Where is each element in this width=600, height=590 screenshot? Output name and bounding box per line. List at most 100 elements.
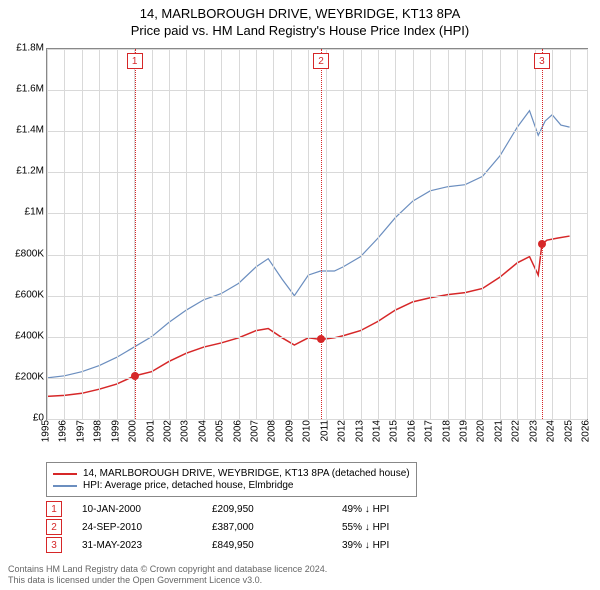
x-tick-label: 2010 <box>302 420 313 442</box>
grid-vertical <box>343 49 344 419</box>
sale-point <box>538 240 546 248</box>
sale-date: 31-MAY-2023 <box>82 540 212 551</box>
grid-horizontal <box>47 378 587 379</box>
legend-item: 14, MARLBOROUGH DRIVE, WEYBRIDGE, KT13 8… <box>53 468 410 479</box>
x-tick-label: 2022 <box>511 420 522 442</box>
sales-table: 1 10-JAN-2000£209,95049% ↓ HPI 2 24-SEP-201… <box>46 500 442 554</box>
grid-vertical <box>552 49 553 419</box>
sale-point <box>131 372 139 380</box>
grid-horizontal <box>47 296 587 297</box>
sale-row: 1 10-JAN-2000£209,95049% ↓ HPI <box>46 500 442 518</box>
grid-vertical <box>308 49 309 419</box>
grid-vertical <box>378 49 379 419</box>
grid-horizontal <box>47 90 587 91</box>
grid-vertical <box>221 49 222 419</box>
x-tick-label: 2015 <box>389 420 400 442</box>
sale-point <box>317 335 325 343</box>
legend-label: 14, MARLBOROUGH DRIVE, WEYBRIDGE, KT13 8… <box>83 468 410 479</box>
grid-vertical <box>186 49 187 419</box>
x-tick-label: 2006 <box>232 420 243 442</box>
x-tick-label: 2020 <box>476 420 487 442</box>
grid-vertical <box>517 49 518 419</box>
x-tick-label: 2024 <box>546 420 557 442</box>
grid-vertical <box>326 49 327 419</box>
footer-attribution: Contains HM Land Registry data © Crown c… <box>8 564 327 586</box>
grid-vertical <box>273 49 274 419</box>
grid-vertical <box>47 49 48 419</box>
sale-number-box: 2 <box>46 519 62 535</box>
legend-item: HPI: Average price, detached house, Elmb… <box>53 480 410 491</box>
sale-pct: 55% ↓ HPI <box>342 522 442 533</box>
grid-vertical <box>361 49 362 419</box>
y-tick-label: £1.8M <box>4 43 44 54</box>
sale-pct: 49% ↓ HPI <box>342 504 442 515</box>
grid-vertical <box>448 49 449 419</box>
x-tick-label: 2002 <box>162 420 173 442</box>
x-tick-label: 2014 <box>371 420 382 442</box>
sale-row: 331-MAY-2023£849,95039% ↓ HPI <box>46 536 442 554</box>
grid-horizontal <box>47 172 587 173</box>
legend: 14, MARLBOROUGH DRIVE, WEYBRIDGE, KT13 8… <box>46 462 417 497</box>
sale-date: 10-JAN-2000 <box>82 504 212 515</box>
x-tick-label: 2008 <box>267 420 278 442</box>
grid-vertical <box>395 49 396 419</box>
x-tick-label: 2003 <box>180 420 191 442</box>
y-tick-label: £1.6M <box>4 84 44 95</box>
x-tick-label: 2021 <box>493 420 504 442</box>
grid-horizontal <box>47 131 587 132</box>
grid-vertical <box>500 49 501 419</box>
legend-label: HPI: Average price, detached house, Elmb… <box>83 480 294 491</box>
y-tick-label: £400K <box>4 330 44 341</box>
grid-vertical <box>570 49 571 419</box>
legend-swatch <box>53 473 77 475</box>
y-tick-label: £800K <box>4 248 44 259</box>
y-tick-label: £1.4M <box>4 125 44 136</box>
grid-vertical <box>82 49 83 419</box>
y-tick-label: £0 <box>4 413 44 424</box>
x-tick-label: 2017 <box>424 420 435 442</box>
sale-marker-box: 2 <box>313 53 329 69</box>
x-tick-label: 2016 <box>406 420 417 442</box>
grid-vertical <box>430 49 431 419</box>
x-tick-label: 2005 <box>215 420 226 442</box>
chart-container: 14, MARLBOROUGH DRIVE, WEYBRIDGE, KT13 8… <box>0 0 600 590</box>
grid-horizontal <box>47 255 587 256</box>
x-tick-label: 1995 <box>41 420 52 442</box>
grid-vertical <box>117 49 118 419</box>
chart-svg <box>47 49 587 419</box>
sale-vline <box>135 49 136 419</box>
sale-number-box: 1 <box>46 501 62 517</box>
grid-vertical <box>465 49 466 419</box>
sale-price: £209,950 <box>212 504 342 515</box>
sale-marker-box: 1 <box>127 53 143 69</box>
chart-title-line2: Price paid vs. HM Land Registry's House … <box>0 21 600 42</box>
sale-price: £387,000 <box>212 522 342 533</box>
footer-line2: This data is licensed under the Open Gov… <box>8 575 327 586</box>
y-tick-label: £200K <box>4 371 44 382</box>
plot-area: 1 2 3 <box>46 48 588 420</box>
x-tick-label: 2025 <box>563 420 574 442</box>
x-tick-label: 2012 <box>337 420 348 442</box>
x-tick-label: 1997 <box>75 420 86 442</box>
grid-vertical <box>204 49 205 419</box>
x-tick-label: 1998 <box>93 420 104 442</box>
grid-vertical <box>152 49 153 419</box>
x-tick-label: 2001 <box>145 420 156 442</box>
grid-vertical <box>587 49 588 419</box>
grid-vertical <box>535 49 536 419</box>
x-tick-label: 2004 <box>197 420 208 442</box>
y-tick-label: £600K <box>4 289 44 300</box>
x-tick-label: 2019 <box>459 420 470 442</box>
footer-line1: Contains HM Land Registry data © Crown c… <box>8 564 327 575</box>
sale-vline <box>542 49 543 419</box>
grid-vertical <box>169 49 170 419</box>
grid-vertical <box>64 49 65 419</box>
sale-date: 24-SEP-2010 <box>82 522 212 533</box>
sale-marker-box: 3 <box>534 53 550 69</box>
x-tick-label: 2000 <box>128 420 139 442</box>
grid-vertical <box>256 49 257 419</box>
grid-vertical <box>99 49 100 419</box>
sale-price: £849,950 <box>212 540 342 551</box>
grid-horizontal <box>47 213 587 214</box>
x-tick-label: 1996 <box>58 420 69 442</box>
